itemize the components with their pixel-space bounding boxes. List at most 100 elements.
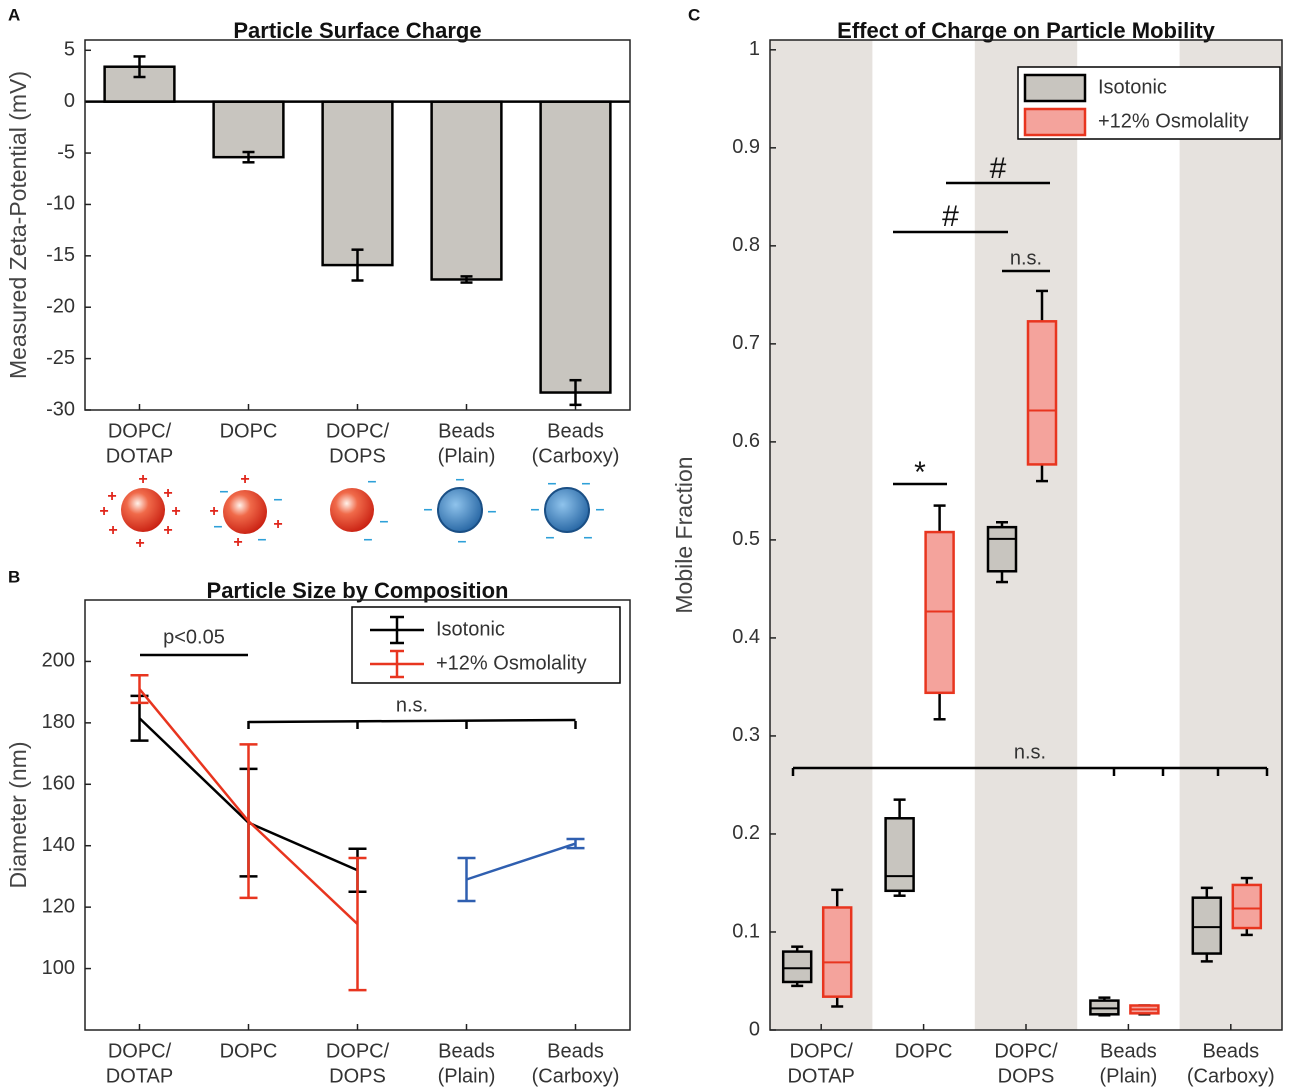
y-tick-label: -20 bbox=[46, 296, 75, 318]
x-tick-label: Beads bbox=[438, 420, 495, 442]
svg-text:+: + bbox=[99, 503, 108, 520]
particle-icons: + + + + + + + + + + + + – – – – – – – – bbox=[99, 471, 604, 552]
x-tick-label: DOPC/ bbox=[326, 420, 390, 442]
bead-icon bbox=[544, 487, 590, 533]
x-tick-label: DOPC bbox=[895, 1040, 953, 1062]
x-tick-label: DOPS bbox=[329, 445, 386, 467]
y-tick-label: 0.4 bbox=[732, 626, 760, 648]
legend-swatch bbox=[1023, 107, 1087, 137]
y-tick-label: 0.3 bbox=[732, 724, 760, 746]
svg-text:–: – bbox=[220, 483, 229, 500]
svg-text:–: – bbox=[274, 491, 283, 508]
particle-icon bbox=[223, 490, 267, 534]
bar bbox=[321, 100, 394, 267]
y-tick-label: -15 bbox=[46, 244, 75, 266]
plot-frame bbox=[769, 39, 1283, 1031]
annotation: p<0.05 bbox=[163, 626, 225, 648]
x-tick-label: DOPC/ bbox=[326, 1040, 390, 1062]
svg-text:+: + bbox=[233, 534, 242, 551]
bead-signs: – – – – – – bbox=[531, 475, 605, 546]
svg-text:+: + bbox=[240, 471, 249, 488]
y-tick-label: 120 bbox=[42, 895, 75, 917]
svg-text:–: – bbox=[488, 503, 497, 520]
box bbox=[986, 525, 1018, 573]
x-tick-label: DOPC bbox=[220, 1040, 278, 1062]
box bbox=[1026, 320, 1058, 466]
box bbox=[821, 906, 853, 998]
y-tick-label: 0.5 bbox=[732, 528, 760, 550]
y-axis-label: Diameter (nm) bbox=[5, 742, 31, 889]
x-tick-label: DOPS bbox=[329, 1065, 386, 1087]
y-tick-label: -30 bbox=[46, 398, 75, 420]
box bbox=[1191, 896, 1223, 955]
x-tick-label: Beads bbox=[438, 1040, 495, 1062]
svg-text:–: – bbox=[368, 473, 377, 490]
svg-text:–: – bbox=[364, 531, 373, 548]
y-tick-label: 0.6 bbox=[732, 430, 760, 452]
svg-text:–: – bbox=[380, 513, 389, 530]
x-tick-label: (Plain) bbox=[438, 445, 496, 467]
panel-label: B bbox=[8, 567, 20, 586]
minus-signs: – – – bbox=[364, 473, 389, 548]
x-tick-label: DOTAP bbox=[106, 445, 173, 467]
mixed-signs: + + + + – – – – bbox=[209, 471, 282, 551]
chart-title: Effect of Charge on Particle Mobility bbox=[837, 18, 1215, 43]
category-band bbox=[770, 40, 873, 1030]
x-tick-label: DOPC/ bbox=[790, 1040, 854, 1062]
y-tick-label: -10 bbox=[46, 193, 75, 215]
box bbox=[781, 950, 813, 984]
panel-label: A bbox=[8, 5, 20, 24]
legend-swatch bbox=[1023, 73, 1087, 103]
y-tick-label: 140 bbox=[42, 834, 75, 856]
x-tick-label: Beads bbox=[1100, 1040, 1157, 1062]
annotation: # bbox=[990, 152, 1007, 185]
svg-text:–: – bbox=[596, 501, 605, 518]
chart-title: Particle Surface Charge bbox=[233, 18, 481, 43]
svg-text:+: + bbox=[107, 488, 116, 505]
x-tick-label: DOPC/ bbox=[108, 1040, 172, 1062]
x-tick-label: DOPS bbox=[998, 1065, 1055, 1087]
svg-text:–: – bbox=[214, 518, 223, 535]
y-tick-label: 160 bbox=[42, 773, 75, 795]
plot-frame bbox=[84, 39, 631, 411]
bar bbox=[212, 100, 285, 159]
y-tick-label: 5 bbox=[64, 39, 75, 61]
svg-text:+: + bbox=[163, 522, 172, 539]
x-tick-label: DOPC/ bbox=[994, 1040, 1058, 1062]
y-tick-label: 0 bbox=[749, 1018, 760, 1040]
svg-text:+: + bbox=[209, 503, 218, 520]
svg-text:–: – bbox=[546, 529, 555, 546]
y-tick-label: 200 bbox=[42, 650, 75, 672]
x-tick-label: (Plain) bbox=[1100, 1065, 1158, 1087]
y-tick-label: 0.1 bbox=[732, 920, 760, 942]
y-tick-label: 0.7 bbox=[732, 332, 760, 354]
y-tick-label: 0.2 bbox=[732, 822, 760, 844]
y-tick-label: -25 bbox=[46, 347, 75, 369]
annotation: n.s. bbox=[396, 694, 428, 716]
x-tick-label: (Plain) bbox=[438, 1065, 496, 1087]
bar bbox=[539, 100, 612, 394]
svg-text:–: – bbox=[258, 531, 267, 548]
y-tick-label: 0.8 bbox=[732, 234, 760, 256]
y-tick-label: 0 bbox=[64, 90, 75, 112]
legend-label: +12% Osmolality bbox=[1098, 110, 1249, 132]
box bbox=[1231, 883, 1263, 930]
x-tick-label: (Carboxy) bbox=[532, 1065, 620, 1087]
svg-text:–: – bbox=[584, 529, 593, 546]
svg-text:+: + bbox=[273, 516, 282, 533]
annotation: # bbox=[942, 200, 959, 233]
x-tick-label: DOTAP bbox=[787, 1065, 854, 1087]
annotation: * bbox=[914, 456, 926, 489]
legend-label: Isotonic bbox=[1098, 76, 1167, 98]
y-tick-label: 1 bbox=[749, 38, 760, 60]
svg-text:–: – bbox=[458, 533, 467, 550]
bar bbox=[103, 65, 176, 103]
bead-signs: – – – – bbox=[424, 471, 497, 550]
particle-icon bbox=[121, 488, 165, 532]
x-tick-label: DOPC/ bbox=[108, 420, 172, 442]
bar bbox=[430, 100, 503, 281]
x-tick-label: Beads bbox=[547, 1040, 604, 1062]
x-tick-label: DOPC bbox=[220, 420, 278, 442]
annotation: n.s. bbox=[1010, 247, 1042, 269]
